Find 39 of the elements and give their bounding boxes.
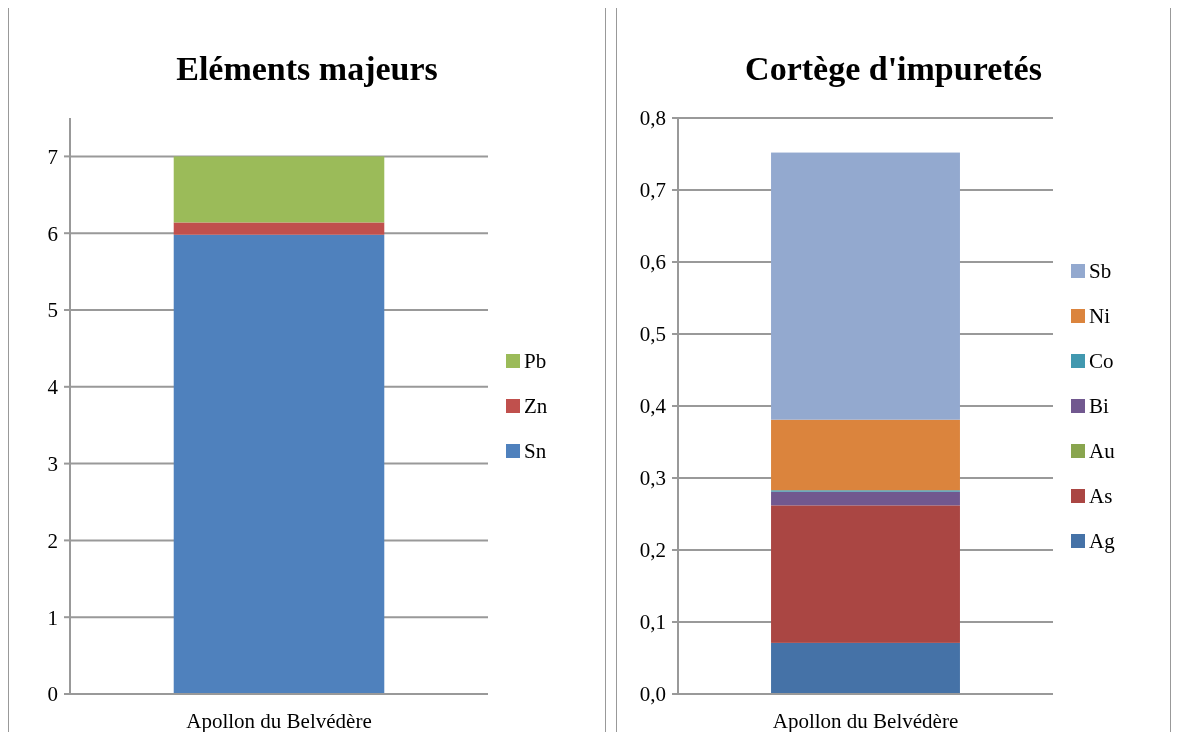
- bar: [771, 642, 960, 694]
- bar: [771, 419, 960, 491]
- chart-title: Cortège d'impuretés: [745, 50, 1042, 87]
- y-tick-label: 0,1: [639, 610, 666, 635]
- bar: [173, 222, 385, 235]
- y-tick-label: 0,7: [639, 178, 666, 203]
- legend-label: Bi: [1089, 394, 1110, 419]
- y-tick-label: 6: [47, 221, 58, 246]
- y-tick-label: 0,0: [639, 682, 666, 707]
- legend-label: As: [1089, 484, 1113, 509]
- bar: [771, 152, 960, 420]
- y-tick-label: 4: [47, 375, 59, 400]
- legend-label: Sb: [1089, 259, 1112, 284]
- bar: [771, 505, 960, 643]
- legend-label: Au: [1089, 439, 1116, 464]
- y-tick-label: 0,3: [639, 466, 666, 491]
- y-tick-label: 5: [47, 298, 58, 323]
- legend-label: Ag: [1089, 529, 1116, 554]
- legend-label: Co: [1089, 349, 1114, 374]
- legend-label: Ni: [1089, 304, 1111, 329]
- y-tick-label: 0,6: [639, 250, 666, 275]
- bar: [173, 156, 385, 223]
- y-tick-label: 0,8: [639, 106, 666, 131]
- y-tick-label: 0,2: [639, 538, 666, 563]
- legend-label: Pb: [524, 349, 547, 374]
- bar: [771, 491, 960, 506]
- y-tick-label: 3: [47, 451, 58, 476]
- legend-label: Zn: [524, 394, 548, 419]
- y-tick-label: 7: [47, 144, 58, 169]
- bar: [173, 234, 385, 694]
- y-tick-label: 0,5: [639, 322, 666, 347]
- x-tick-label: Apollon du Belvédère: [772, 709, 959, 733]
- y-tick-label: 0,4: [639, 394, 667, 419]
- y-tick-label: 2: [47, 528, 58, 553]
- legend-label: Sn: [524, 439, 547, 464]
- y-tick-label: 1: [47, 605, 58, 630]
- chart-title: Eléments majeurs: [176, 50, 438, 87]
- y-tick-label: 0: [47, 682, 58, 707]
- x-tick-label: Apollon du Belvédère: [186, 709, 372, 733]
